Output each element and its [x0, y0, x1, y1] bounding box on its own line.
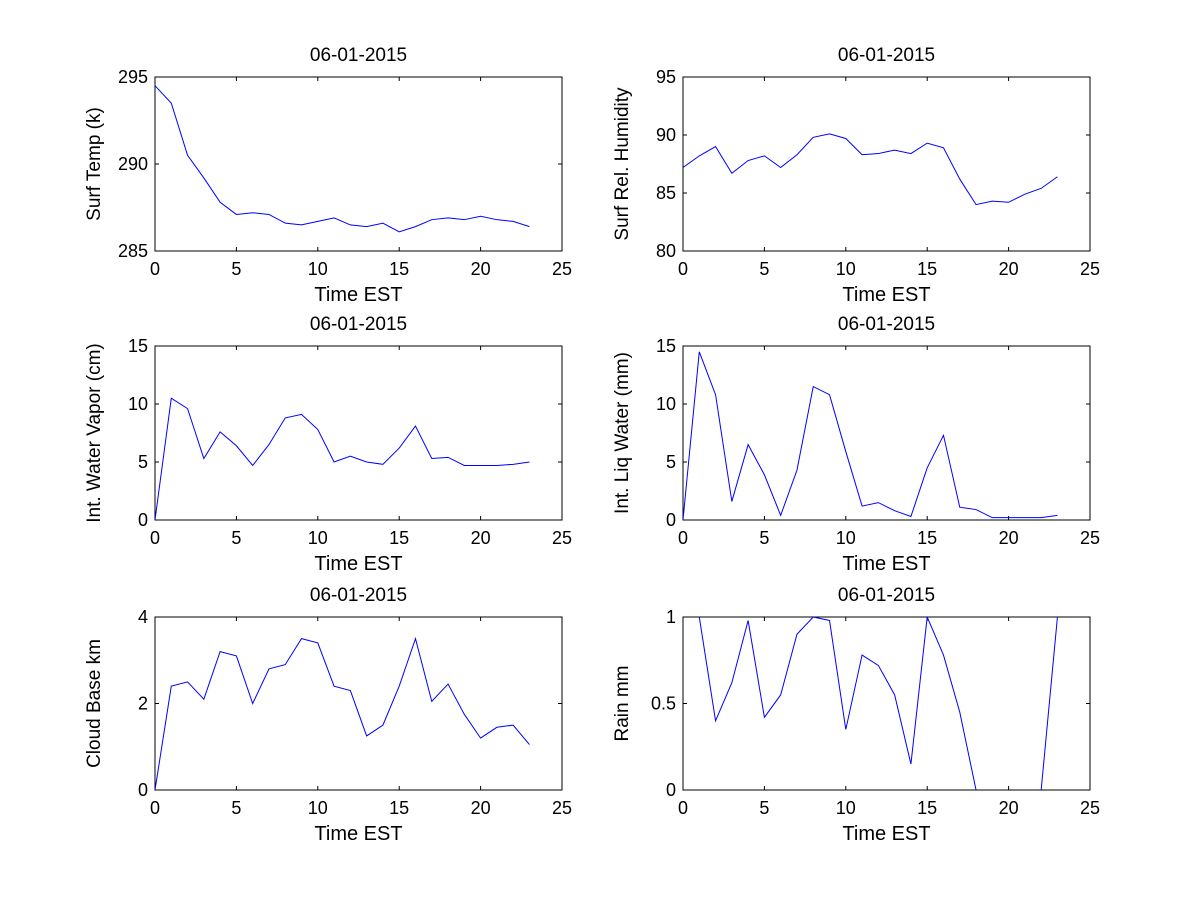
y-axis-label: Int. Water Vapor (cm) — [84, 343, 105, 522]
x-tick-label: 0 — [678, 528, 688, 548]
axes-box — [154, 76, 563, 252]
x-tick-label: 25 — [1080, 259, 1100, 279]
subplot-5: 0 5 10 15 20 25 0 2 4 06-01-2015 Time EST Cloud Bas… — [84, 585, 572, 845]
subplot-1: 0 5 10 15 20 25 285 290 295 06-01-2015 Time EST Sur… — [84, 45, 572, 306]
series-line — [698, 617, 1058, 790]
x-tick-label: 20 — [999, 259, 1019, 279]
y-axis-label: Cloud Base km — [84, 639, 105, 768]
x-tick-label: 10 — [836, 528, 856, 548]
axes-box — [682, 345, 1091, 521]
x-tick-label: 20 — [999, 798, 1019, 818]
x-tick-label: 0 — [150, 528, 160, 548]
subplot-6: 0 5 10 15 20 25 0 0.5 1 06-01-2015 Time EST Rain mm — [612, 585, 1100, 845]
subplot-2: 0 5 10 15 20 25 80 85 90 95 06-01-2015 Time EST Surf… — [612, 45, 1100, 306]
chart-title: 06-01-2015 — [310, 45, 407, 66]
x-tick-label: 15 — [917, 528, 937, 548]
x-axis-label: Time EST — [314, 823, 402, 845]
series-line — [683, 133, 1058, 206]
x-tick-label: 5 — [231, 528, 241, 548]
y-tick-label: 2 — [138, 694, 148, 714]
axes-box — [154, 616, 563, 791]
x-axis-label: Time EST — [842, 823, 930, 845]
subplot-4: 0 5 10 15 20 25 0 5 10 15 06-01-2015 Time EST Int. L… — [612, 314, 1100, 575]
x-tick-label: 10 — [836, 798, 856, 818]
y-axis-label: Surf Rel. Humidity — [612, 87, 633, 241]
y-tick-label: 295 — [118, 67, 148, 87]
y-tick-label: 290 — [118, 154, 148, 174]
x-tick-label: 5 — [231, 259, 241, 279]
y-tick-label: 15 — [656, 336, 676, 356]
y-tick-label: 10 — [128, 394, 148, 414]
axes-box — [154, 345, 563, 521]
y-tick-label: 0 — [666, 780, 676, 800]
x-tick-label: 0 — [150, 259, 160, 279]
y-tick-label: 4 — [138, 607, 148, 627]
x-tick-label: 5 — [759, 798, 769, 818]
y-tick-label: 90 — [656, 125, 676, 145]
x-tick-label: 5 — [231, 798, 241, 818]
x-axis-label: Time EST — [842, 553, 930, 575]
x-tick-label: 15 — [389, 528, 409, 548]
y-axis-label: Rain mm — [612, 665, 633, 741]
x-tick-label: 20 — [999, 528, 1019, 548]
x-tick-label: 25 — [552, 528, 572, 548]
y-tick-label: 1 — [666, 607, 676, 627]
x-tick-label: 0 — [150, 798, 160, 818]
y-tick-label: 285 — [118, 241, 148, 261]
y-tick-label: 95 — [656, 67, 676, 87]
y-tick-label: 0 — [666, 510, 676, 530]
y-axis-label: Surf Temp (k) — [84, 107, 105, 221]
y-tick-label: 80 — [656, 241, 676, 261]
x-tick-label: 25 — [552, 798, 572, 818]
y-tick-label: 5 — [666, 452, 676, 472]
x-tick-label: 0 — [678, 798, 688, 818]
y-tick-label: 85 — [656, 183, 676, 203]
x-tick-label: 0 — [678, 259, 688, 279]
x-tick-label: 25 — [1080, 798, 1100, 818]
x-tick-label: 10 — [308, 528, 328, 548]
x-tick-label: 20 — [471, 259, 491, 279]
chart-title: 06-01-2015 — [838, 585, 935, 606]
series-line — [683, 351, 1058, 520]
chart-title: 06-01-2015 — [310, 314, 407, 335]
x-tick-label: 5 — [759, 259, 769, 279]
x-tick-label: 15 — [917, 259, 937, 279]
y-tick-label: 0 — [138, 510, 148, 530]
x-tick-label: 15 — [389, 259, 409, 279]
y-tick-label: 0 — [138, 780, 148, 800]
x-axis-label: Time EST — [842, 284, 930, 306]
x-tick-label: 15 — [389, 798, 409, 818]
y-tick-label: 10 — [656, 394, 676, 414]
x-tick-label: 10 — [308, 798, 328, 818]
axes-box — [682, 616, 1091, 791]
chart-title: 06-01-2015 — [838, 314, 935, 335]
x-tick-label: 10 — [836, 259, 856, 279]
y-tick-label: 15 — [128, 336, 148, 356]
x-tick-label: 5 — [759, 528, 769, 548]
series-line — [155, 397, 530, 520]
x-tick-label: 20 — [471, 528, 491, 548]
x-axis-label: Time EST — [314, 553, 402, 575]
x-tick-label: 10 — [308, 259, 328, 279]
y-tick-label: 0.5 — [651, 694, 676, 714]
x-tick-label: 15 — [917, 798, 937, 818]
subplot-3: 0 5 10 15 20 25 0 5 10 15 06-01-2015 Time EST Int. W… — [84, 314, 572, 575]
x-tick-label: 25 — [552, 259, 572, 279]
y-axis-label: Int. Liq Water (mm) — [612, 352, 633, 514]
y-tick-label: 5 — [138, 452, 148, 472]
x-tick-label: 25 — [1080, 528, 1100, 548]
x-axis-label: Time EST — [314, 284, 402, 306]
chart-title: 06-01-2015 — [838, 45, 935, 66]
chart-title: 06-01-2015 — [310, 585, 407, 606]
x-tick-label: 20 — [471, 798, 491, 818]
series-line — [155, 636, 530, 790]
axes-box — [682, 76, 1091, 252]
series-line — [155, 85, 530, 233]
